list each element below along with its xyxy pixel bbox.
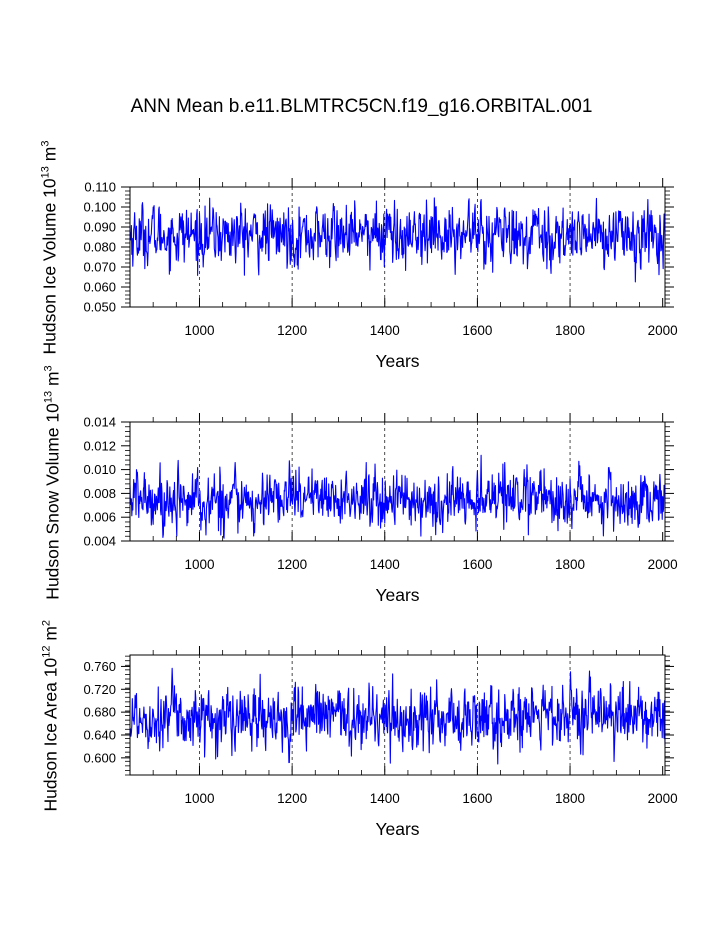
- y-tick-label: 0.080: [83, 240, 116, 255]
- x-tick-label: 1000: [184, 323, 214, 338]
- y-tick-label: 0.600: [83, 750, 116, 765]
- y-tick-label: 0.010: [83, 462, 116, 477]
- plot-frame: [129, 421, 666, 542]
- series-line: [129, 667, 666, 765]
- x-axis-label: Years: [375, 585, 419, 605]
- y-tick-label: 0.070: [83, 260, 116, 275]
- y-tick-label: 0.760: [83, 659, 116, 674]
- x-tick-label: 1600: [462, 557, 492, 572]
- x-tick-label: 1800: [555, 791, 585, 806]
- y-tick-label: 0.004: [83, 534, 116, 549]
- y-tick-label: 0.006: [83, 510, 116, 525]
- x-tick-label: 1000: [184, 791, 214, 806]
- x-tick-label: 2000: [648, 323, 678, 338]
- y-tick-label: 0.050: [83, 300, 116, 315]
- y-tick-label: 0.008: [83, 486, 116, 501]
- x-tick-label: 1400: [370, 323, 400, 338]
- x-tick-label: 2000: [648, 791, 678, 806]
- y-tick-label: 0.110: [84, 180, 116, 195]
- x-tick-label: 1200: [277, 557, 307, 572]
- y-tick-label: 0.720: [83, 682, 116, 697]
- x-tick-label: 1400: [370, 557, 400, 572]
- y-tick-label: 0.014: [83, 415, 116, 430]
- x-tick-label: 1600: [462, 791, 492, 806]
- y-tick-label: 0.012: [83, 438, 116, 453]
- panel-2: 1000 1200 1400 1600 1800 2000 0.004 0.006 0.008 0…: [83, 413, 678, 605]
- x-axis-label: Years: [375, 351, 419, 371]
- x-tick-label: 1200: [277, 791, 307, 806]
- y-tick-label: 0.640: [83, 728, 116, 743]
- x-tick-label: 1800: [555, 323, 585, 338]
- x-tick-label: 1600: [462, 323, 492, 338]
- x-tick-label: 2000: [648, 557, 678, 572]
- panel-1: 1000 1200 1400 1600 1800 2000 0.050 0.060 0.070 0…: [83, 178, 678, 371]
- y-tick-label: 0.060: [83, 280, 116, 295]
- x-tick-label: 1200: [277, 323, 307, 338]
- y-tick-label: 0.680: [83, 705, 116, 720]
- series-line: [129, 454, 666, 539]
- x-tick-label: 1800: [555, 557, 585, 572]
- chart-title: ANN Mean b.e11.BLMTRC5CN.f19_g16.ORBITAL…: [130, 96, 593, 117]
- x-tick-label: 1000: [184, 557, 214, 572]
- panel-3: 1000 1200 1400 1600 1800 2000 0.600 0.640 0.680 0…: [83, 646, 678, 839]
- series-line: [129, 197, 666, 283]
- y-tick-label: 0.100: [83, 200, 116, 215]
- y-tick-label: 0.090: [83, 220, 116, 235]
- x-tick-label: 1400: [370, 791, 400, 806]
- plot-frame: [129, 654, 666, 776]
- x-axis-label: Years: [375, 819, 419, 839]
